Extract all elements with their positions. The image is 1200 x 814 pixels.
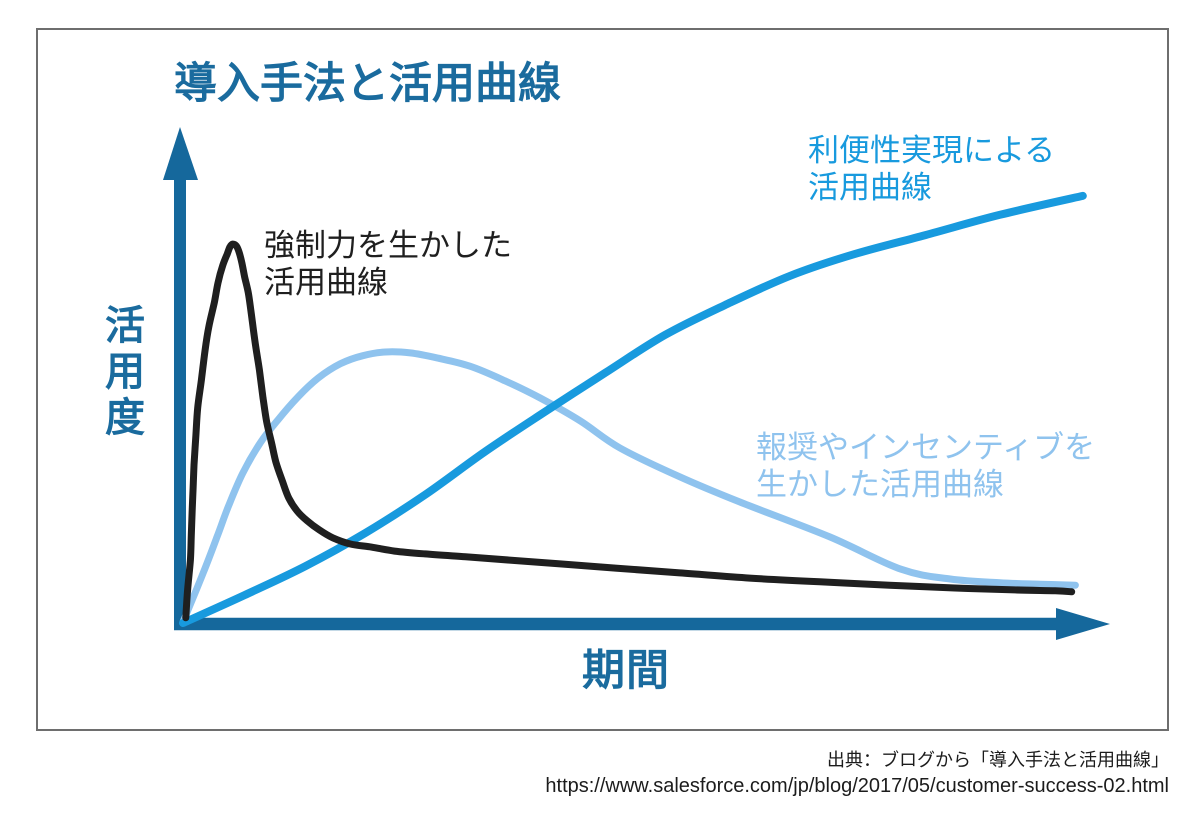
label-incentive-curve: 報奨やインセンティブを 生かした活用曲線 <box>756 430 1096 502</box>
source-text: 出典：ブログから「導入手法と活用曲線」 <box>827 750 1169 770</box>
axes <box>163 127 1110 640</box>
x-axis-label: 期間 <box>582 647 670 695</box>
chart-title: 導入手法と活用曲線 <box>174 60 561 108</box>
y-axis-label: 活用度 <box>99 304 143 442</box>
label-convenience-curve: 利便性実現による 活用曲線 <box>808 133 1056 205</box>
label-coercion-curve: 強制力を生かした 活用曲線 <box>264 228 512 300</box>
source-url: https://www.salesforce.com/jp/blog/2017/… <box>545 775 1169 797</box>
chart-frame <box>36 28 1169 731</box>
curves <box>179 191 1087 627</box>
source-caption: 出典：ブログから「導入手法と活用曲線」 https://www.salesfor… <box>545 746 1169 798</box>
